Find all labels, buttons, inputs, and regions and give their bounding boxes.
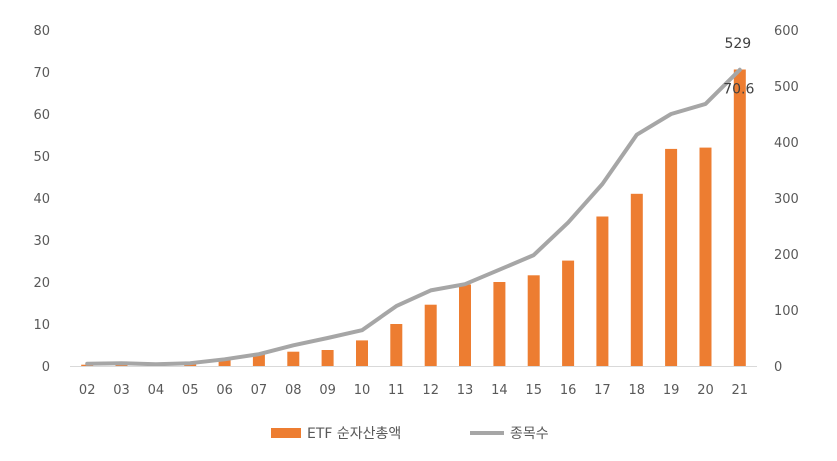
x-tick-label: 21 [732, 383, 749, 398]
y-right-tick-label: 0 [774, 360, 782, 375]
x-tick-label: 19 [663, 383, 680, 398]
x-tick-label: 03 [113, 383, 130, 398]
x-tick-label: 07 [251, 383, 268, 398]
bar-21 [733, 69, 746, 366]
x-tick-label: 16 [560, 383, 577, 398]
axes: 0 10 20 30 40 50 60 70 80 0 100 200 300 400 500 600 02 03… [33, 24, 798, 398]
x-tick-label: 05 [182, 383, 199, 398]
bar-19 [665, 148, 678, 366]
legend: ETF 순자산총액 종목수 [271, 426, 549, 442]
bar-18 [630, 193, 643, 366]
bar-series [81, 69, 746, 366]
x-tick-label: 06 [216, 383, 233, 398]
x-tick-label: 08 [285, 383, 302, 398]
bar-06 [218, 359, 231, 366]
bar-13 [459, 284, 471, 366]
x-tick-label: 18 [629, 383, 646, 398]
line-count [85, 67, 742, 367]
x-tick-label: 10 [354, 383, 371, 398]
y-left-tick-label: 50 [33, 150, 50, 165]
data-label-line: 529 [724, 36, 751, 52]
x-tick-label: 04 [148, 383, 165, 398]
y-left-tick-label: 30 [33, 234, 50, 249]
y-left-tick-label: 70 [33, 66, 50, 81]
legend-label-line: 종목수 [510, 426, 549, 442]
x-tick-label: 02 [79, 383, 96, 398]
y-left-tick-label: 80 [33, 24, 50, 39]
x-tick-label: 20 [697, 383, 714, 398]
x-tick-label: 15 [525, 383, 542, 398]
y-right-tick-label: 600 [774, 24, 799, 39]
y-left-tick-label: 10 [33, 318, 50, 333]
bar-16 [562, 260, 575, 366]
line-series [85, 67, 742, 367]
data-labels: 70.6 529 [723, 36, 754, 98]
bar-07 [252, 354, 265, 366]
bar-11 [390, 324, 403, 366]
y-right-tick-label: 400 [774, 136, 799, 151]
bar-10 [356, 340, 368, 366]
y-left-tick-label: 40 [33, 192, 50, 207]
x-tick-label: 14 [491, 383, 508, 398]
bar-08 [287, 351, 300, 366]
x-tick-label: 17 [594, 383, 611, 398]
bar-15 [527, 275, 540, 366]
legend-swatch-bar [271, 428, 301, 438]
y-left-tick-label: 60 [33, 108, 50, 123]
y-left-tick-label: 20 [33, 276, 50, 291]
x-tick-label: 12 [422, 383, 439, 398]
x-tick-label: 09 [319, 383, 336, 398]
legend-label-bar: ETF 순자산총액 [307, 426, 401, 442]
bar-09 [321, 350, 334, 366]
bar-14 [493, 282, 506, 366]
bar-12 [424, 304, 437, 366]
bar-17 [596, 216, 609, 366]
y-right-tick-label: 300 [774, 192, 799, 207]
x-tick-label: 13 [457, 383, 474, 398]
y-right-tick-label: 500 [774, 80, 799, 95]
x-tick-label: 11 [388, 383, 405, 398]
data-label-bar: 70.6 [723, 81, 754, 97]
y-right-tick-label: 100 [774, 304, 799, 319]
bar-20 [699, 147, 712, 366]
y-right-tick-label: 200 [774, 248, 799, 263]
y-left-tick-label: 0 [42, 360, 50, 375]
